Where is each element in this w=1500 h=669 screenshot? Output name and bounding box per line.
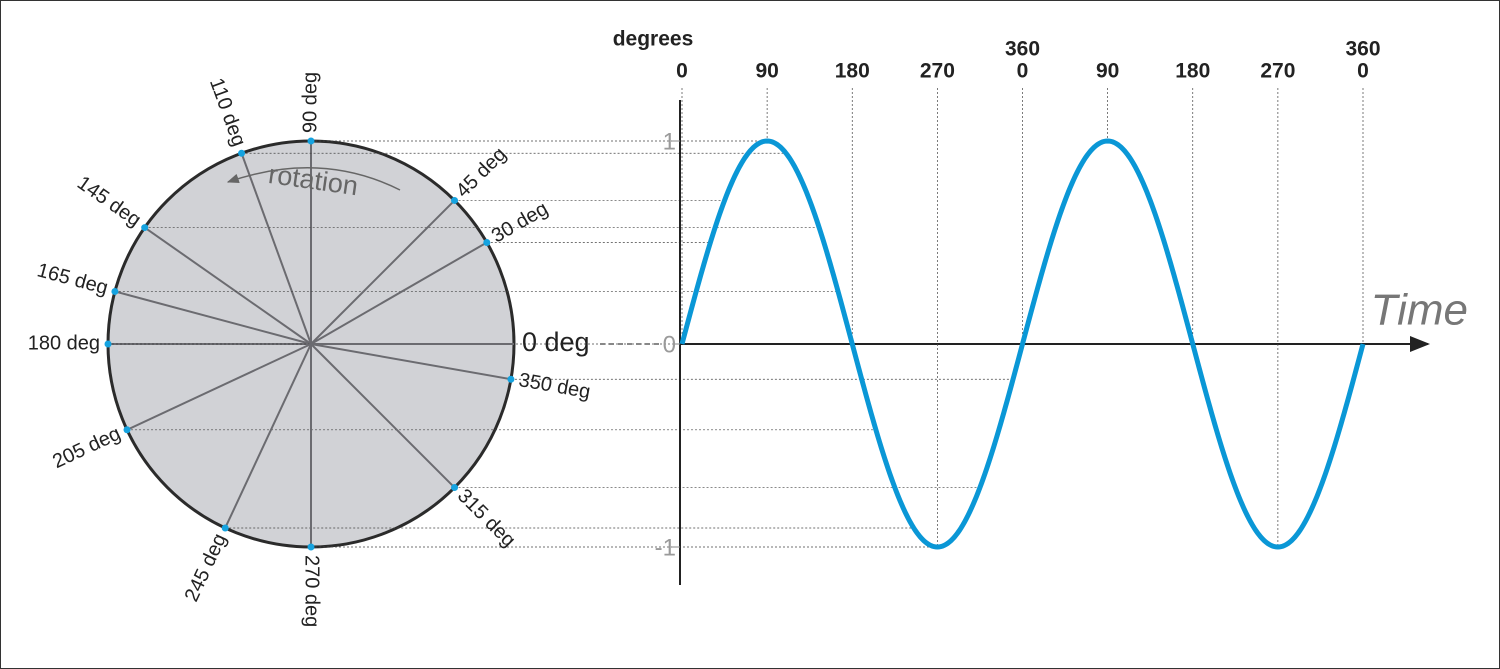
degree-label: 90	[1096, 60, 1119, 83]
spoke-point	[307, 543, 315, 551]
zero-label: 0 deg	[522, 327, 590, 357]
degree-label: 180	[1175, 60, 1210, 83]
y-tick-label: 1	[663, 128, 676, 155]
degree-label: 0	[676, 60, 688, 83]
spoke	[224, 343, 312, 529]
degree-label: 0	[1357, 60, 1369, 83]
degree-label: 360	[1345, 38, 1380, 61]
spoke-point	[111, 287, 119, 295]
spoke	[114, 290, 312, 345]
spoke-label: 90 deg	[299, 72, 321, 133]
spoke	[126, 343, 312, 431]
degrees-label: degrees	[613, 28, 694, 51]
spoke	[310, 343, 512, 381]
spoke	[240, 152, 312, 345]
spoke-label: 180 deg	[28, 332, 100, 354]
spoke	[310, 343, 456, 489]
spoke	[310, 199, 456, 345]
spoke-point	[238, 149, 246, 157]
degree-label: 360	[1005, 38, 1040, 61]
time-label: Time	[1371, 286, 1468, 335]
spoke-point	[507, 375, 515, 383]
spoke-point	[451, 484, 459, 492]
spoke-point	[123, 426, 131, 434]
spoke-point	[221, 524, 229, 532]
spoke	[310, 241, 488, 345]
spoke-label: 270 deg	[301, 555, 323, 627]
spoke-point	[451, 196, 459, 204]
degree-label: 270	[1260, 60, 1295, 83]
spoke-point	[483, 239, 491, 246]
rotation-arrow	[226, 167, 401, 191]
degree-label: 270	[920, 60, 955, 83]
spoke-point	[141, 224, 149, 232]
degree-label: 0	[1017, 60, 1029, 83]
spoke-point	[307, 137, 315, 145]
spoke	[144, 226, 312, 345]
y-tick-label: 0	[663, 331, 676, 358]
degree-label: 90	[755, 60, 778, 83]
y-tick-label: -1	[655, 534, 676, 561]
spoke-point	[104, 340, 112, 348]
sine-curve	[679, 138, 1366, 550]
degree-label: 180	[835, 60, 870, 83]
